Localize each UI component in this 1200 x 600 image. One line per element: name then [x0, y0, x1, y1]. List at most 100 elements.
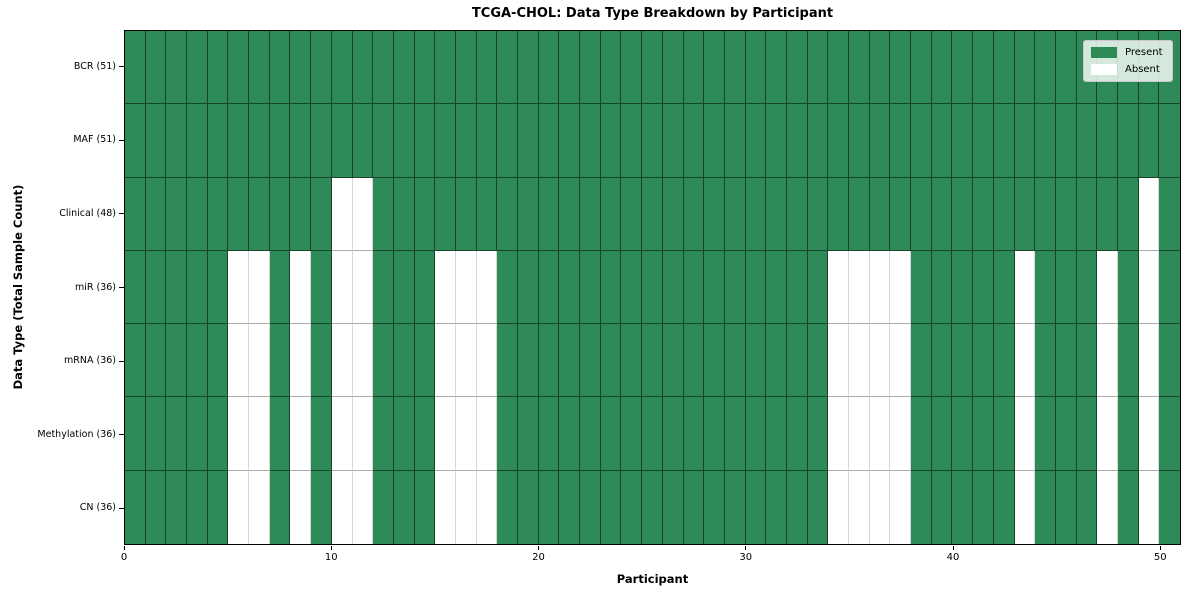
heatmap-cell — [518, 397, 539, 471]
heatmap-cell — [414, 470, 436, 544]
heatmap-cell — [311, 31, 332, 105]
heatmap-cell — [269, 31, 291, 105]
heatmap-cell — [621, 177, 643, 251]
heatmap-cell — [352, 104, 374, 178]
x-tick-label: 10 — [324, 552, 338, 563]
heatmap-cell — [973, 104, 994, 178]
heatmap-cell — [1097, 470, 1118, 544]
heatmap-cell — [269, 177, 291, 251]
heatmap-cell — [1035, 324, 1056, 398]
heatmap-cell — [207, 31, 229, 105]
heatmap-cell — [166, 104, 188, 178]
heatmap-cell — [435, 31, 456, 105]
heatmap-cell — [187, 31, 208, 105]
heatmap-cell — [724, 470, 746, 544]
heatmap-cell — [311, 104, 332, 178]
heatmap-cell — [269, 104, 291, 178]
heatmap-cell — [290, 104, 312, 178]
heatmap-cell — [476, 31, 498, 105]
x-tick-label: 40 — [946, 552, 960, 563]
heatmap-cell — [704, 31, 725, 105]
heatmap-cell — [828, 250, 850, 325]
y-tick-mark — [119, 139, 124, 141]
heatmap-cell — [1097, 250, 1118, 325]
heatmap-cell — [1117, 250, 1139, 325]
heatmap-cell — [849, 397, 870, 471]
x-axis-label: Participant — [616, 572, 689, 586]
heatmap-cell — [559, 104, 581, 178]
heatmap-cell — [600, 177, 622, 251]
heatmap-cell — [497, 250, 519, 325]
heatmap-cell — [704, 250, 725, 325]
heatmap-cell — [683, 397, 705, 471]
heatmap-cell — [580, 31, 601, 105]
heatmap-cell — [745, 324, 767, 398]
heatmap-cell — [269, 250, 291, 325]
heatmap-cell — [373, 397, 394, 471]
heatmap-cell — [1138, 177, 1160, 251]
heatmap-cell — [538, 470, 560, 544]
x-tick-label: 20 — [532, 552, 545, 563]
heatmap-cell — [1138, 324, 1160, 398]
heatmap-cell — [311, 250, 332, 325]
heatmap-cell — [1055, 177, 1077, 251]
heatmap-cell — [600, 470, 622, 544]
heatmap-cell — [1159, 104, 1180, 178]
heatmap-cell — [476, 250, 498, 325]
heatmap-cell — [1076, 397, 1098, 471]
legend: Present Absent — [1083, 40, 1173, 82]
y-tick-mark — [119, 360, 124, 362]
heatmap-cell — [1035, 470, 1056, 544]
heatmap-cell — [621, 250, 643, 325]
heatmap-cell — [1138, 250, 1160, 325]
heatmap-cell — [890, 324, 912, 398]
heatmap-cell — [911, 31, 932, 105]
heatmap-cell — [559, 324, 581, 398]
x-tick-mark — [538, 546, 539, 550]
heatmap-cell — [125, 470, 146, 544]
heatmap-cell — [269, 470, 291, 544]
heatmap-cell — [166, 324, 188, 398]
heatmap-cell — [455, 31, 477, 105]
y-tick-mark — [119, 507, 124, 509]
heatmap-cell — [559, 31, 581, 105]
heatmap-cell — [931, 31, 953, 105]
heatmap-cell — [724, 177, 746, 251]
heatmap-cell — [704, 177, 725, 251]
heatmap-cell — [166, 397, 188, 471]
heatmap-cell — [724, 31, 746, 105]
legend-label: Absent — [1125, 64, 1160, 75]
heatmap-cell — [807, 31, 829, 105]
heatmap-cell — [869, 250, 891, 325]
heatmap-cell — [290, 397, 312, 471]
heatmap-cell — [331, 31, 353, 105]
heatmap-cell — [166, 177, 188, 251]
heatmap-cell — [580, 104, 601, 178]
absent-swatch — [1091, 64, 1117, 75]
heatmap-cell — [373, 250, 394, 325]
heatmap-cell — [145, 397, 167, 471]
heatmap-cell — [683, 470, 705, 544]
heatmap-cell — [1117, 470, 1139, 544]
heatmap-cell — [373, 31, 394, 105]
heatmap-cell — [890, 104, 912, 178]
heatmap-cell — [1035, 177, 1056, 251]
heatmap-cell — [145, 250, 167, 325]
heatmap-cell — [352, 324, 374, 398]
heatmap-cell — [435, 324, 456, 398]
heatmap-cell — [1138, 470, 1160, 544]
heatmap-cell — [1076, 324, 1098, 398]
heatmap-cell — [890, 397, 912, 471]
heatmap-cell — [580, 177, 601, 251]
heatmap-cell — [807, 470, 829, 544]
y-tick-mark — [119, 213, 124, 215]
heatmap-cell — [786, 324, 808, 398]
y-tick-label: mRNA (36) — [64, 355, 116, 367]
heatmap-cell — [828, 470, 850, 544]
heatmap-cell — [125, 397, 146, 471]
y-tick-label: MAF (51) — [73, 134, 116, 146]
heatmap-cell — [1014, 104, 1036, 178]
heatmap-cell — [1097, 324, 1118, 398]
heatmap-cell — [455, 177, 477, 251]
heatmap-cell — [352, 397, 374, 471]
